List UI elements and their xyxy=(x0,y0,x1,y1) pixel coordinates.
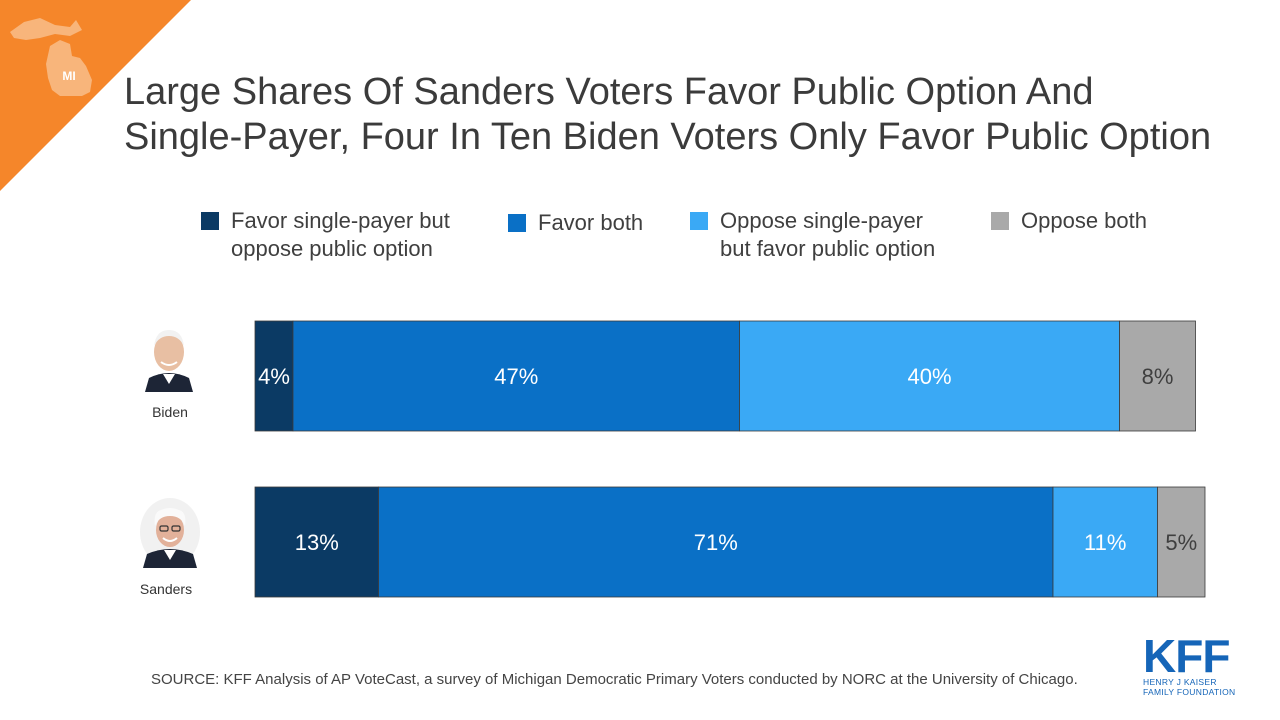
legend-swatch-gray xyxy=(991,212,1009,230)
title-line-1: Large Shares Of Sanders Voters Favor Pub… xyxy=(124,71,1094,113)
legend-label: Oppose both xyxy=(1021,208,1147,233)
legend-label: Oppose single-payer but favor public opti… xyxy=(720,208,936,261)
legend-swatch-light-blue xyxy=(690,212,708,230)
legend-swatch-dark-navy xyxy=(201,212,219,230)
legend-item-oppose-single-payer: Oppose single-payer but favor public opti… xyxy=(690,207,935,263)
chart-title: Large Shares Of Sanders Voters Favor Pub… xyxy=(124,70,1274,160)
bar-biden-segment-favor-single-payer xyxy=(254,320,294,432)
data-label-biden-segment-favor-single-payer: 4% xyxy=(258,364,290,389)
data-label-biden-segment-oppose-both: 8% xyxy=(1142,364,1174,389)
legend-item-favor-single-payer: Favor single-payer but oppose public opti… xyxy=(201,207,450,263)
bar-biden-segment-oppose-both xyxy=(1119,320,1196,432)
state-abbrev: MI xyxy=(62,69,75,83)
legend-swatch-blue xyxy=(508,214,526,232)
data-label-sanders-segment-favor-both: 71% xyxy=(694,530,738,555)
logo-subtitle-1: HENRY J KAISER xyxy=(1143,677,1217,687)
candidate-label-biden: Biden xyxy=(152,404,188,420)
bar-sanders-segment-oppose-both xyxy=(1157,486,1206,598)
state-corner-badge: MI xyxy=(0,0,191,191)
data-label-sanders-segment-oppose-both: 5% xyxy=(1165,530,1197,555)
title-line-2: Single-Payer, Four In Ten Biden Voters O… xyxy=(124,116,1212,158)
source-note: SOURCE: KFF Analysis of AP VoteCast, a s… xyxy=(151,671,1078,688)
michigan-icon xyxy=(10,18,92,96)
legend-label: Favor both xyxy=(538,210,644,235)
bar-sanders-segment-favor-single-payer xyxy=(254,486,379,598)
logo-subtitle-2: FAMILY FOUNDATION xyxy=(1143,687,1236,697)
biden-photo xyxy=(145,330,193,392)
logo-wordmark: KFF xyxy=(1143,630,1230,682)
data-label-sanders-segment-oppose-single-payer: 11% xyxy=(1084,530,1126,555)
legend-label: Favor single-payer but oppose public opti… xyxy=(231,208,450,261)
legend-item-oppose-both: Oppose both xyxy=(991,207,1147,235)
sanders-photo xyxy=(140,498,200,568)
data-label-sanders-segment-favor-single-payer: 13% xyxy=(295,530,339,555)
bar-biden-segment-favor-both xyxy=(292,320,740,432)
data-label-biden-segment-favor-both: 47% xyxy=(494,364,538,389)
bar-sanders-segment-favor-both xyxy=(378,486,1054,598)
data-label-biden-segment-oppose-single-payer: 40% xyxy=(907,364,951,389)
kff-logo: KFF HENRY J KAISER FAMILY FOUNDATION xyxy=(1143,630,1243,697)
candidate-label-sanders: Sanders xyxy=(139,581,193,597)
legend-item-favor-both: Favor both xyxy=(508,209,643,237)
corner-triangle xyxy=(0,0,191,191)
bar-sanders-segment-oppose-single-payer xyxy=(1052,486,1158,598)
